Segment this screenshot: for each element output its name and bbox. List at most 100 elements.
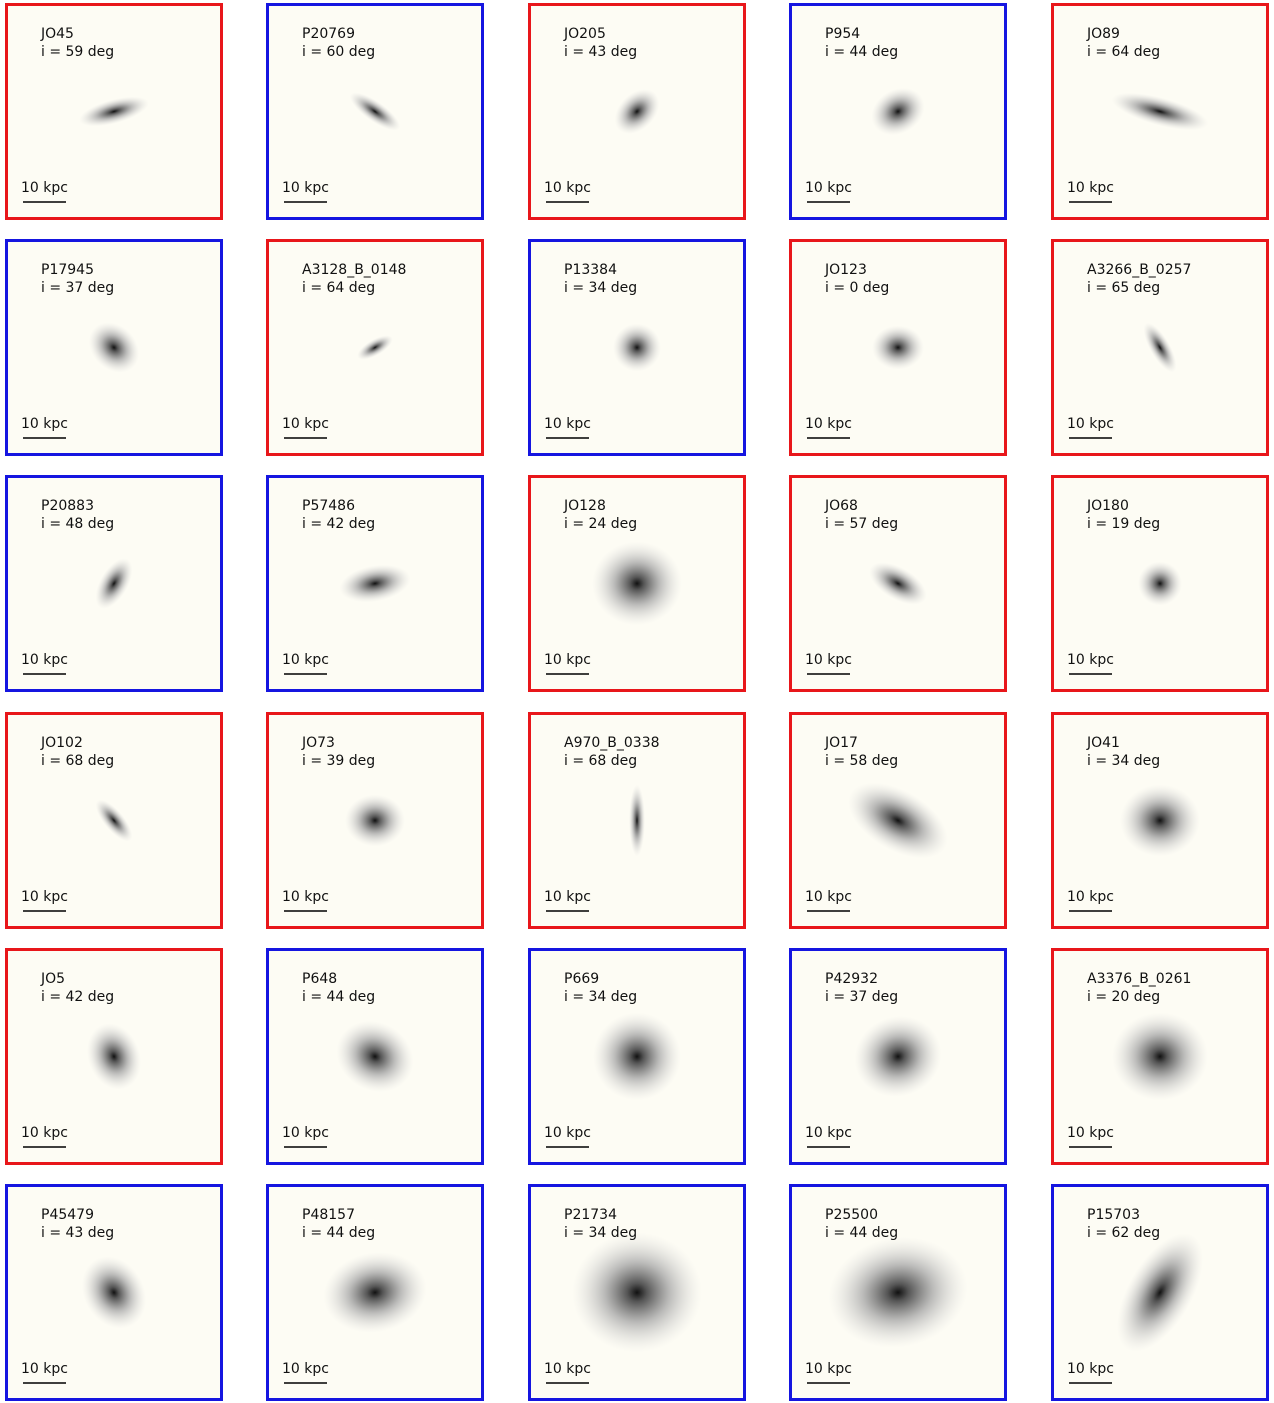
galaxy-image <box>869 562 927 605</box>
galaxy-name: JO180 <box>1086 498 1129 514</box>
inclination-label: i = 19 deg <box>1087 516 1160 532</box>
scale-bar-label: 10 kpc <box>282 1125 329 1141</box>
galaxy-image <box>614 89 660 134</box>
scale-bar-label: 10 kpc <box>544 1361 591 1377</box>
scale-bar-label: 10 kpc <box>282 180 329 196</box>
galaxy-name: P954 <box>825 26 860 42</box>
galaxy-name: P21734 <box>564 1207 617 1223</box>
galaxy-image <box>629 784 645 857</box>
galaxy-image <box>357 335 393 360</box>
inclination-label: i = 44 deg <box>302 989 375 1005</box>
inclination-label: i = 42 deg <box>41 989 114 1005</box>
galaxy-name: A970_B_0338 <box>564 735 660 751</box>
panel: JO89 i = 64 deg 10 kpc <box>1051 3 1269 220</box>
panel-frame <box>528 948 746 1165</box>
inclination-label: i = 42 deg <box>302 516 375 532</box>
panel-frame <box>266 239 484 456</box>
galaxy-name: JO128 <box>563 498 606 514</box>
panel: P42932 i = 37 deg 10 kpc <box>789 948 1007 1165</box>
scale-bar-label: 10 kpc <box>21 416 68 432</box>
galaxy-name: JO45 <box>40 26 74 42</box>
galaxy-image <box>323 1252 427 1333</box>
panel: P20769 i = 60 deg 10 kpc <box>266 3 484 220</box>
panel: P669 i = 34 deg 10 kpc <box>528 948 746 1165</box>
scale-bar-label: 10 kpc <box>1067 180 1114 196</box>
inclination-label: i = 48 deg <box>41 516 114 532</box>
panel-frame <box>5 948 223 1165</box>
scale-bar-label: 10 kpc <box>21 652 68 668</box>
galaxy-image <box>95 799 133 842</box>
galaxy-image <box>95 558 133 609</box>
scale-bar-label: 10 kpc <box>544 180 591 196</box>
inclination-label: i = 60 deg <box>302 44 375 60</box>
scale-bar-label: 10 kpc <box>1067 1361 1114 1377</box>
galaxy-name: JO41 <box>1086 735 1120 751</box>
inclination-label: i = 37 deg <box>825 989 898 1005</box>
galaxy-name: P20769 <box>302 26 355 42</box>
panel-frame <box>1051 948 1269 1165</box>
panel: JO17 i = 58 deg 10 kpc <box>789 712 1007 929</box>
galaxy-image <box>1112 1012 1208 1101</box>
panel: P15703 i = 62 deg 10 kpc <box>1051 1184 1269 1401</box>
panel-frame <box>528 475 746 692</box>
panel-frame <box>5 475 223 692</box>
panel: P954 i = 44 deg 10 kpc <box>789 3 1007 220</box>
panel-frame <box>789 1184 1007 1401</box>
inclination-label: i = 39 deg <box>302 753 375 769</box>
panel-frame <box>528 3 746 220</box>
galaxy-image <box>848 782 948 859</box>
panel-frame <box>1051 1184 1269 1401</box>
galaxy-name: P48157 <box>302 1207 355 1223</box>
panel-frame <box>5 712 223 929</box>
galaxy-name: A3376_B_0261 <box>1087 971 1191 987</box>
panel: P25500 i = 44 deg 10 kpc <box>789 1184 1007 1401</box>
panel: JO5 i = 42 deg 10 kpc <box>5 948 223 1165</box>
panel: P48157 i = 44 deg 10 kpc <box>266 1184 484 1401</box>
panel-frame <box>5 1184 223 1401</box>
inclination-label: i = 64 deg <box>302 280 375 296</box>
panel-frame <box>1051 3 1269 220</box>
scale-bar-label: 10 kpc <box>805 180 852 196</box>
galaxy-name: P648 <box>302 971 337 987</box>
inclination-label: i = 0 deg <box>825 280 889 296</box>
galaxy-name: P13384 <box>564 262 617 278</box>
scale-bar-label: 10 kpc <box>544 416 591 432</box>
panel-frame <box>789 948 1007 1165</box>
galaxy-name: JO5 <box>40 971 65 987</box>
galaxy-name: JO123 <box>824 262 867 278</box>
scale-bar-label: 10 kpc <box>282 416 329 432</box>
galaxy-image <box>592 541 682 626</box>
galaxy-image <box>79 96 149 127</box>
panel-frame <box>789 3 1007 220</box>
scale-bar-label: 10 kpc <box>1067 889 1114 905</box>
inclination-label: i = 62 deg <box>1087 1225 1160 1241</box>
galaxy-name: P45479 <box>41 1207 94 1223</box>
galaxy-image <box>1111 92 1209 131</box>
inclination-label: i = 64 deg <box>1087 44 1160 60</box>
scale-bar-label: 10 kpc <box>805 1361 852 1377</box>
panel-frame <box>266 712 484 929</box>
panel-frame <box>266 475 484 692</box>
galaxy-image <box>871 87 925 136</box>
scale-bar-label: 10 kpc <box>21 1361 68 1377</box>
panel: JO68 i = 57 deg 10 kpc <box>789 475 1007 692</box>
galaxy-image <box>88 322 140 373</box>
galaxy-name: JO205 <box>563 26 606 42</box>
inclination-label: i = 58 deg <box>825 753 898 769</box>
panel-frame <box>1051 475 1269 692</box>
scale-bar-label: 10 kpc <box>544 652 591 668</box>
galaxy-name: A3266_B_0257 <box>1087 262 1191 278</box>
scale-bar-label: 10 kpc <box>544 889 591 905</box>
scale-bar-label: 10 kpc <box>282 889 329 905</box>
scale-bar-label: 10 kpc <box>21 180 68 196</box>
inclination-label: i = 24 deg <box>564 516 637 532</box>
galaxy-image <box>86 1023 142 1090</box>
inclination-label: i = 43 deg <box>564 44 637 60</box>
panel-frame <box>789 239 1007 456</box>
galaxy-name: JO17 <box>824 735 858 751</box>
panel-frame <box>5 3 223 220</box>
panel: JO128 i = 24 deg 10 kpc <box>528 475 746 692</box>
galaxy-name: P57486 <box>302 498 355 514</box>
galaxy-image <box>1116 1233 1204 1352</box>
